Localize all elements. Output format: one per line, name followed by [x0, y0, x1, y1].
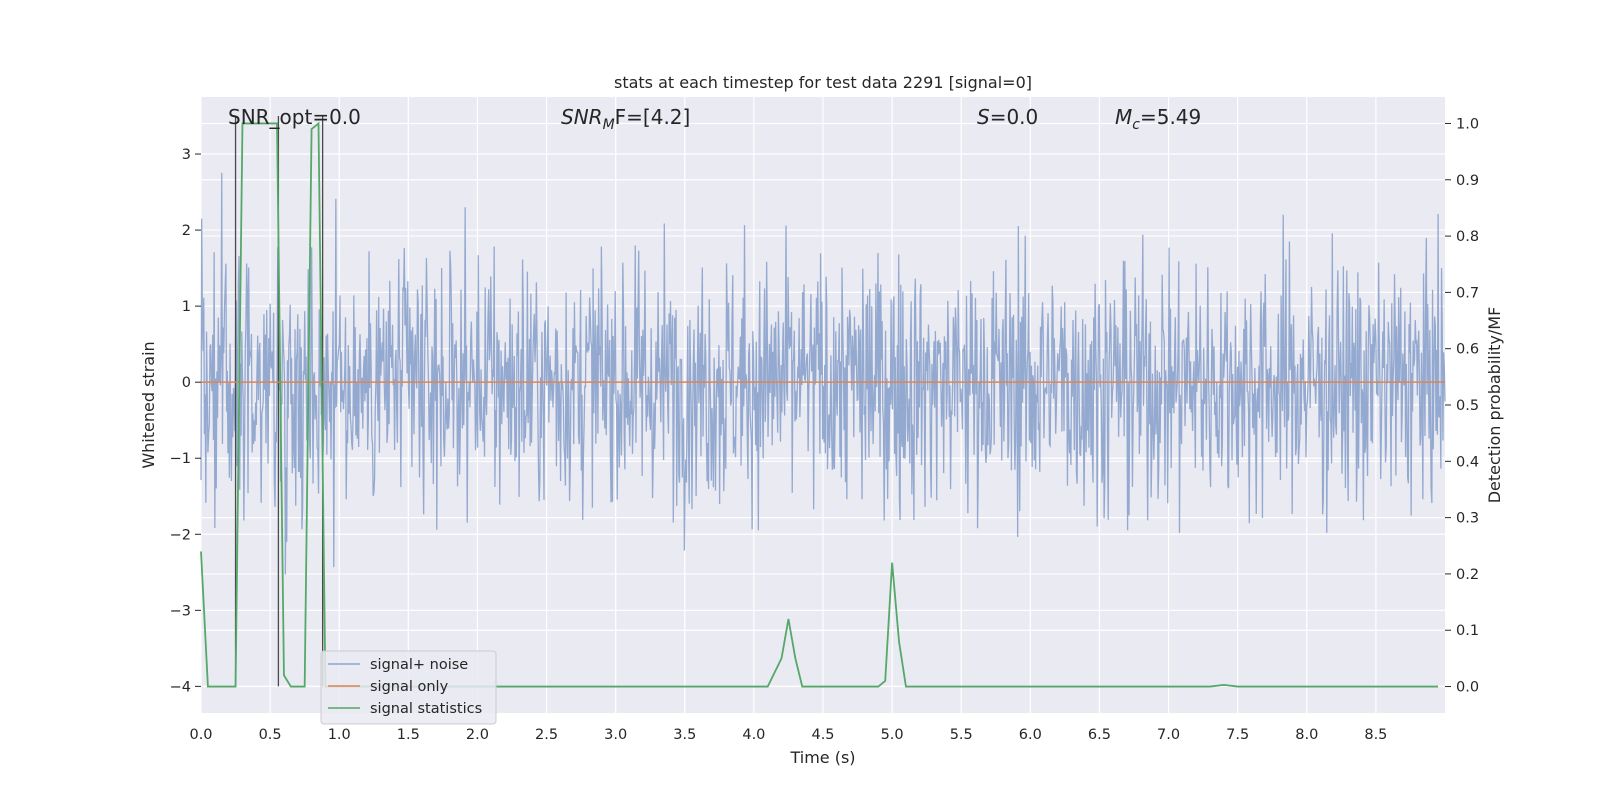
snr-mf-annotation: SNRMF=[4.2]: [561, 105, 690, 133]
s-main: S: [977, 105, 990, 129]
y-right-tick-label: 0.8: [1456, 229, 1479, 245]
x-tick-label: 3.0: [604, 727, 627, 743]
legend-label-signal-only: signal only: [370, 679, 449, 695]
legend-label-signal-statistics: signal statistics: [370, 701, 482, 717]
x-tick-label: 1.0: [328, 727, 351, 743]
snr-mf-sub: M: [603, 117, 615, 133]
y-right-tick-label: 1.0: [1456, 116, 1479, 132]
x-tick-label: 8.0: [1295, 727, 1318, 743]
x-tick-label: 2.0: [466, 727, 489, 743]
snr-mf-rest: F=[4.2]: [615, 105, 691, 129]
x-tick-label: 2.5: [535, 727, 558, 743]
mc-rest: =5.49: [1140, 105, 1201, 129]
y-right-tick-label: 0.4: [1456, 454, 1479, 470]
y-left-tick-label: 3: [182, 147, 191, 163]
x-tick-label: 3.5: [673, 727, 696, 743]
y-right-tick-label: 0.9: [1456, 173, 1479, 189]
signal-statistics-series: [200, 121, 1439, 688]
x-tick-label: 7.5: [1226, 727, 1249, 743]
mc-annotation: Mc=5.49: [1115, 105, 1201, 133]
signal-statistics-line: [200, 121, 1439, 688]
x-tick-label: 4.0: [742, 727, 765, 743]
x-tick-label: 4.5: [811, 727, 834, 743]
legend-label-signal-noise: signal+ noise: [370, 657, 468, 673]
signal-noise-line: [200, 172, 1446, 575]
y-left-tick-label: −2: [170, 527, 191, 543]
x-tick-label: 6.0: [1019, 727, 1042, 743]
y-left-tick-label: 1: [182, 299, 191, 315]
x-tick-label: 0.0: [189, 727, 212, 743]
y-right-tick-label: 0.0: [1456, 680, 1479, 696]
y-right-tick-label: 0.5: [1456, 398, 1479, 414]
signal-noise-series: [200, 172, 1446, 575]
x-tick-label: 8.5: [1364, 727, 1387, 743]
ticks: 0.0 0.5 1.0 1.5 2.0 2.5 3.0 3.5 4.0 4.5 5.0 5.5 6.0 6…: [170, 116, 1479, 743]
mc-main: M: [1115, 105, 1132, 129]
y-right-tick-label: 0.6: [1456, 342, 1479, 358]
y-right-tick-label: 0.3: [1456, 511, 1479, 527]
y-left-tick-label: 2: [182, 223, 191, 239]
y-axis-label-right: Detection probability/MF: [1485, 307, 1504, 504]
x-tick-label: 5.0: [881, 727, 904, 743]
x-tick-label: 6.5: [1088, 727, 1111, 743]
snr-mf-main: SNR: [561, 105, 603, 129]
x-tick-label: 0.5: [259, 727, 282, 743]
y-left-tick-label: 0: [182, 375, 191, 391]
legend-box: [320, 650, 497, 725]
x-tick-label: 7.0: [1157, 727, 1180, 743]
s-annotation: S=0.0: [977, 105, 1038, 129]
snr-opt-annotation: SNR_opt=0.0: [228, 105, 361, 129]
y-left-tick-label: −4: [170, 679, 191, 695]
y-left-tick-label: −3: [170, 603, 191, 619]
mc-sub: c: [1132, 117, 1140, 133]
s-rest: =0.0: [990, 105, 1039, 129]
y-right-tick-label: 0.7: [1456, 285, 1479, 301]
legend: signal+ noise signal only signal statist…: [320, 650, 497, 725]
x-tick-label: 5.5: [950, 727, 973, 743]
y-left-tick-label: −1: [170, 451, 191, 467]
y-right-tick-label: 0.2: [1456, 567, 1479, 583]
x-tick-label: 1.5: [397, 727, 420, 743]
chart-title: stats at each timestep for test data 229…: [614, 73, 1032, 92]
x-axis-label: Time (s): [789, 748, 855, 767]
y-axis-label-left: Whitened strain: [139, 341, 158, 468]
y-right-tick-label: 0.1: [1456, 623, 1479, 639]
